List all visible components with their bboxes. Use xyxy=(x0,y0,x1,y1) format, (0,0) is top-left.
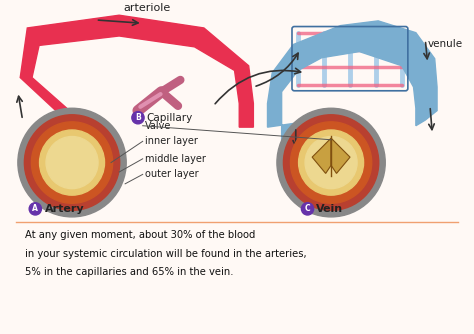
Circle shape xyxy=(18,108,126,217)
Text: arteriole: arteriole xyxy=(124,3,171,13)
Text: A: A xyxy=(32,204,38,213)
Text: venule: venule xyxy=(428,39,463,49)
Circle shape xyxy=(39,130,105,195)
Polygon shape xyxy=(267,21,437,141)
Text: outer layer: outer layer xyxy=(145,169,199,179)
Circle shape xyxy=(46,137,98,189)
Circle shape xyxy=(305,137,357,189)
Circle shape xyxy=(301,203,314,215)
Circle shape xyxy=(277,108,385,217)
Circle shape xyxy=(24,115,120,210)
Text: C: C xyxy=(305,204,310,213)
Circle shape xyxy=(132,112,144,124)
Polygon shape xyxy=(20,15,254,127)
Text: Capillary: Capillary xyxy=(146,113,193,123)
Text: B: B xyxy=(135,113,141,122)
Polygon shape xyxy=(312,138,331,173)
Text: Artery: Artery xyxy=(45,204,84,214)
Text: Valve: Valve xyxy=(145,121,172,131)
Text: middle layer: middle layer xyxy=(145,154,206,164)
Polygon shape xyxy=(331,138,350,173)
Text: 5% in the capillaries and 65% in the vein.: 5% in the capillaries and 65% in the vei… xyxy=(25,268,233,278)
Circle shape xyxy=(29,203,41,215)
Circle shape xyxy=(31,122,113,203)
Circle shape xyxy=(299,130,364,195)
Circle shape xyxy=(291,122,372,203)
Text: At any given moment, about 30% of the blood: At any given moment, about 30% of the bl… xyxy=(25,230,255,239)
Text: inner layer: inner layer xyxy=(145,136,198,146)
Circle shape xyxy=(283,115,379,210)
Text: Vein: Vein xyxy=(316,204,343,214)
Text: in your systemic circulation will be found in the arteries,: in your systemic circulation will be fou… xyxy=(25,248,307,259)
